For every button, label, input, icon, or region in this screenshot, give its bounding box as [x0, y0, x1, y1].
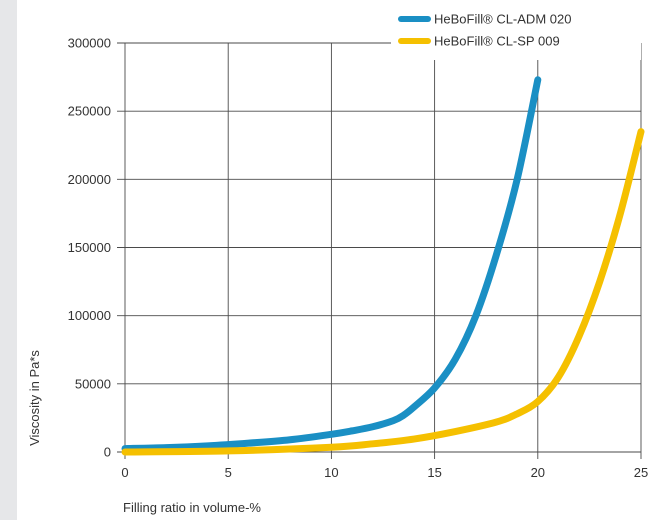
x-tick-label: 10 — [324, 465, 338, 480]
series-line-1 — [121, 76, 542, 453]
x-tick-label: 5 — [225, 465, 232, 480]
y-tick-label: 200000 — [68, 172, 111, 187]
left-strip — [0, 0, 17, 520]
y-tick-labels: 0 50000 100000 150000 200000 250000 300000 — [68, 36, 111, 460]
x-axis-label: Filling ratio in volume-% — [123, 500, 261, 515]
x-tick-label: 20 — [531, 465, 545, 480]
legend-background — [391, 6, 641, 60]
y-tick-label: 50000 — [75, 376, 111, 391]
legend-label-2: HeBoFill® CL-SP 009 — [434, 34, 560, 49]
viscosity-chart: 0 50000 100000 150000 200000 250000 300000 0 5 1… — [27, 6, 648, 515]
chart-wrap: 0 50000 100000 150000 200000 250000 300000 0 5 1… — [17, 0, 668, 520]
x-tick-label: 0 — [121, 465, 128, 480]
series — [121, 76, 645, 456]
legend-label-1: HeBoFill® CL-ADM 020 — [434, 12, 571, 27]
y-tick-label: 100000 — [68, 308, 111, 323]
grid — [117, 42, 642, 459]
x-tick-label: 25 — [634, 465, 648, 480]
x-tick-label: 15 — [427, 465, 441, 480]
y-tick-label: 0 — [104, 445, 111, 460]
y-tick-label: 250000 — [68, 104, 111, 119]
y-axis-label: Viscosity in Pa*s — [27, 350, 42, 446]
x-tick-labels: 0 5 10 15 20 25 — [121, 465, 648, 480]
y-tick-label: 150000 — [68, 240, 111, 255]
y-tick-label: 300000 — [68, 36, 111, 51]
legend: HeBoFill® CL-ADM 020 HeBoFill® CL-SP 009 — [391, 6, 641, 60]
series-line-2 — [121, 128, 645, 456]
